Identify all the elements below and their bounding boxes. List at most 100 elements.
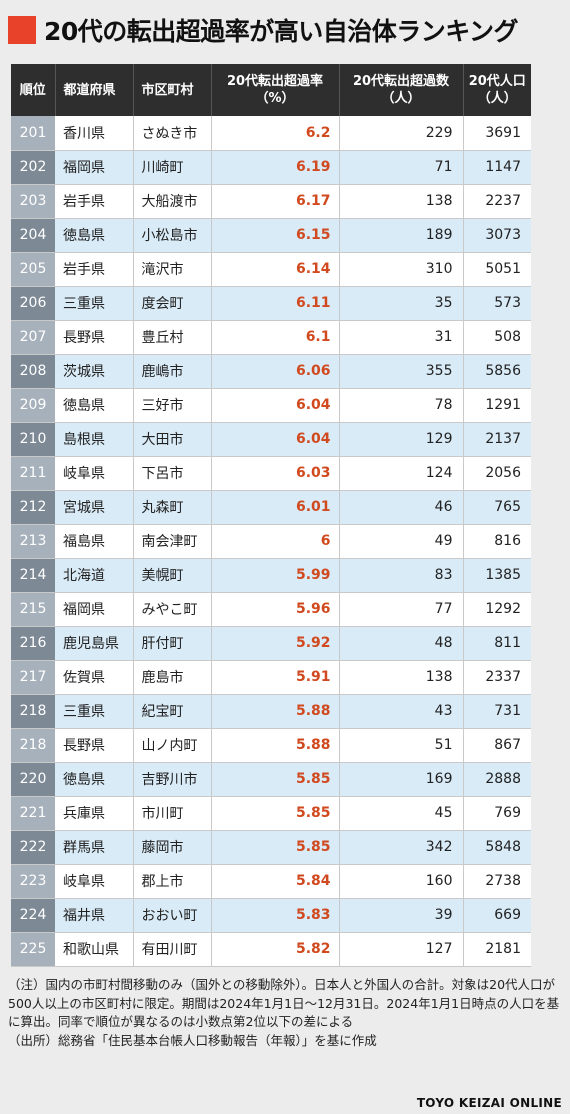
prefecture-cell: 福島県 [55, 524, 134, 559]
municipality-cell: 吉野川市 [133, 762, 212, 797]
rank-cell: 220 [11, 762, 55, 797]
rank-cell: 209 [11, 388, 55, 423]
municipality-cell: 度会町 [133, 286, 212, 321]
rank-cell: 202 [11, 150, 55, 185]
outflow-count-cell: 83 [339, 558, 464, 593]
footnote: （注）国内の市町村間移動のみ（国外との移動除外）。日本人と外国人の合計。対象は2… [8, 976, 560, 1050]
outflow-count-cell: 310 [339, 252, 464, 287]
table-row: 211 岐阜県 下呂市 6.03 124 2056 [11, 456, 531, 491]
rank-cell: 201 [11, 116, 55, 151]
table-row: 221 兵庫県 市川町 5.85 45 769 [11, 796, 531, 831]
outflow-count-cell: 31 [339, 320, 464, 355]
table-row: 202 福岡県 川崎町 6.19 71 1147 [11, 150, 531, 185]
table-row: 206 三重県 度会町 6.11 35 573 [11, 286, 531, 321]
table-header-row: 順位 都道府県 市区町村 20代転出超過率 （%） 20代転出超過数 （人） 20代… [11, 64, 531, 116]
rank-cell: 215 [11, 592, 55, 627]
outflow-count-cell: 124 [339, 456, 464, 491]
prefecture-cell: 三重県 [55, 286, 134, 321]
table-row: 210 島根県 大田市 6.04 129 2137 [11, 422, 531, 457]
brand-credit: TOYO KEIZAI ONLINE [416, 1096, 562, 1110]
rank-cell: 204 [11, 218, 55, 253]
prefecture-cell: 福岡県 [55, 150, 134, 185]
population-cell: 5848 [463, 830, 531, 865]
outflow-rate-cell: 5.85 [211, 796, 340, 831]
prefecture-cell: 三重県 [55, 694, 134, 729]
rank-cell: 210 [11, 422, 55, 457]
table-row: 209 徳島県 三好市 6.04 78 1291 [11, 388, 531, 423]
rank-cell: 207 [11, 320, 55, 355]
population-cell: 573 [463, 286, 531, 321]
outflow-count-cell: 77 [339, 592, 464, 627]
prefecture-cell: 宮城県 [55, 490, 134, 525]
outflow-count-cell: 35 [339, 286, 464, 321]
municipality-cell: 有田川町 [133, 932, 212, 967]
municipality-cell: 下呂市 [133, 456, 212, 491]
outflow-rate-cell: 5.91 [211, 660, 340, 695]
title-bar: 20代の転出超過率が高い自治体ランキング [8, 10, 519, 50]
prefecture-cell: 徳島県 [55, 388, 134, 423]
header-rank: 順位 [11, 64, 56, 116]
population-cell: 2056 [463, 456, 531, 491]
header-outflow-count-unit: （人） [381, 91, 421, 106]
outflow-rate-cell: 6.19 [211, 150, 340, 185]
outflow-rate-cell: 5.88 [211, 728, 340, 763]
population-cell: 508 [463, 320, 531, 355]
rank-cell: 212 [11, 490, 55, 525]
outflow-rate-cell: 5.88 [211, 694, 340, 729]
population-cell: 2738 [463, 864, 531, 899]
outflow-rate-cell: 6.06 [211, 354, 340, 389]
municipality-cell: おおい町 [133, 898, 212, 933]
table-row: 208 茨城県 鹿嶋市 6.06 355 5856 [11, 354, 531, 389]
rank-cell: 214 [11, 558, 55, 593]
header-municipality: 市区町村 [133, 64, 212, 116]
outflow-count-cell: 48 [339, 626, 464, 661]
header-outflow-count: 20代転出超過数 （人） [339, 64, 464, 116]
header-outflow-rate: 20代転出超過率 （%） [211, 64, 340, 116]
title-marker [8, 16, 36, 44]
population-cell: 867 [463, 728, 531, 763]
prefecture-cell: 島根県 [55, 422, 134, 457]
population-cell: 731 [463, 694, 531, 729]
rank-cell: 221 [11, 796, 55, 831]
prefecture-cell: 岐阜県 [55, 864, 134, 899]
outflow-rate-cell: 5.85 [211, 830, 340, 865]
table-row: 203 岩手県 大船渡市 6.17 138 2237 [11, 184, 531, 219]
prefecture-cell: 福井県 [55, 898, 134, 933]
population-cell: 816 [463, 524, 531, 559]
rank-cell: 206 [11, 286, 55, 321]
outflow-count-cell: 169 [339, 762, 464, 797]
table-row: 204 徳島県 小松島市 6.15 189 3073 [11, 218, 531, 253]
population-cell: 2181 [463, 932, 531, 967]
table-row: 216 鹿児島県 肝付町 5.92 48 811 [11, 626, 531, 661]
outflow-count-cell: 78 [339, 388, 464, 423]
table-row: 222 群馬県 藤岡市 5.85 342 5848 [11, 830, 531, 865]
population-cell: 3073 [463, 218, 531, 253]
note-text: （注）国内の市町村間移動のみ（国外との移動除外）。日本人と外国人の合計。対象は2… [8, 977, 560, 1029]
outflow-rate-cell: 6.17 [211, 184, 340, 219]
population-cell: 2237 [463, 184, 531, 219]
municipality-cell: 大船渡市 [133, 184, 212, 219]
prefecture-cell: 徳島県 [55, 218, 134, 253]
rank-cell: 218 [11, 728, 55, 763]
outflow-rate-cell: 5.84 [211, 864, 340, 899]
population-cell: 811 [463, 626, 531, 661]
rank-cell: 213 [11, 524, 55, 559]
municipality-cell: 丸森町 [133, 490, 212, 525]
prefecture-cell: 福岡県 [55, 592, 134, 627]
rank-cell: 203 [11, 184, 55, 219]
header-population-line1: 20代人口 [468, 74, 526, 89]
outflow-rate-cell: 5.92 [211, 626, 340, 661]
prefecture-cell: 岩手県 [55, 184, 134, 219]
header-population: 20代人口 （人） [463, 64, 531, 116]
municipality-cell: 紀宝町 [133, 694, 212, 729]
source-text: （出所）総務省「住民基本台帳人口移動報告（年報）」を基に作成 [8, 1032, 377, 1048]
table-row: 217 佐賀県 鹿島市 5.91 138 2337 [11, 660, 531, 695]
table-row: 207 長野県 豊丘村 6.1 31 508 [11, 320, 531, 355]
rank-cell: 217 [11, 660, 55, 695]
population-cell: 1385 [463, 558, 531, 593]
outflow-rate-cell: 6.03 [211, 456, 340, 491]
table-body: 201 香川県 さぬき市 6.2 229 3691 202 福岡県 川崎町 6.19 71 1147 2… [11, 116, 531, 967]
header-outflow-rate-line1: 20代転出超過率 [226, 74, 324, 89]
rank-cell: 211 [11, 456, 55, 491]
rank-cell: 225 [11, 932, 55, 967]
